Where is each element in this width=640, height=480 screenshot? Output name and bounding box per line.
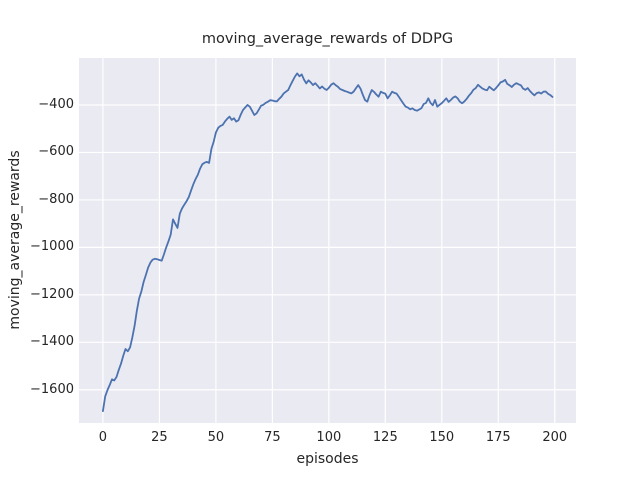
axes-background xyxy=(79,58,576,423)
y-tick-label: −1200 xyxy=(30,286,74,302)
x-tick-label: 25 xyxy=(151,430,168,445)
y-tick-label: −1400 xyxy=(30,334,74,350)
x-tick-label: 100 xyxy=(316,430,342,445)
x-tick-label: 200 xyxy=(542,430,568,445)
x-tick-label: 125 xyxy=(372,430,398,445)
y-tick-label: −600 xyxy=(38,144,74,160)
chart-title: moving_average_rewards of DDPG xyxy=(201,31,454,47)
series-line xyxy=(102,72,554,413)
y-tick-label: −400 xyxy=(38,96,74,112)
x-tick-label: 0 xyxy=(98,430,108,445)
y-tick-label: −800 xyxy=(38,191,74,207)
x-tick-label: 75 xyxy=(264,430,281,445)
y-tick-label: −1600 xyxy=(30,381,74,397)
x-axis-label: episodes xyxy=(296,451,359,467)
y-tick-label: −1000 xyxy=(30,239,74,255)
x-tick-label: 50 xyxy=(207,430,225,445)
x-tick-label: 150 xyxy=(429,430,455,445)
x-tick-label: 175 xyxy=(485,430,511,445)
